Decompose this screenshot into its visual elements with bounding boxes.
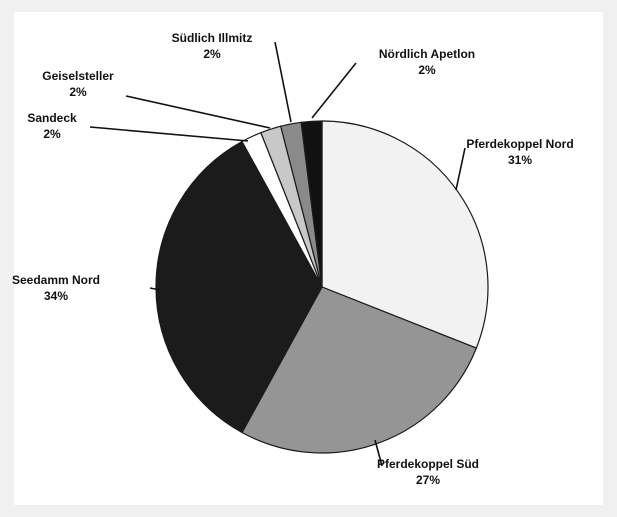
leader-line-suedlich-illmitz	[274, 41, 292, 123]
pie-slice-pferdekoppel-nord	[321, 120, 489, 349]
slice-value-sandeck: 2%	[43, 127, 61, 141]
leader-line-sandeck	[89, 126, 249, 142]
pie-slice-noerdlich-apetlon	[300, 120, 323, 288]
leader-line-noerdlich-apetlon	[311, 62, 357, 119]
slice-label-sandeck: Sandeck	[27, 111, 77, 125]
slice-value-pferdekoppel-nord: 31%	[508, 153, 532, 167]
slice-label-pferdekoppel-sued: Pferdekoppel Süd	[377, 457, 479, 471]
slice-label-seedamm-nord: Seedamm Nord	[12, 273, 100, 287]
slice-label-suedlich-illmitz: Südlich Illmitz	[172, 31, 253, 45]
slice-value-seedamm-nord: 34%	[44, 289, 68, 303]
pie-slices	[155, 120, 489, 454]
leader-line-pferdekoppel-nord	[455, 147, 466, 191]
slice-labels: Pferdekoppel Nord 31% Pferdekoppel Süd 27% S…	[12, 31, 574, 487]
leader-lines	[89, 41, 466, 467]
pie-slice-seedamm-nord	[155, 140, 323, 434]
leader-line-geiselsteller	[125, 95, 271, 129]
leader-line-pferdekoppel-sued	[374, 439, 383, 467]
slice-label-geiselsteller: Geiselsteller	[42, 69, 114, 83]
slice-label-noerdlich-apetlon: Nördlich Apetlon	[379, 47, 475, 61]
slice-value-pferdekoppel-sued: 27%	[416, 473, 440, 487]
slice-value-suedlich-illmitz: 2%	[203, 47, 221, 61]
leader-line-seedamm-nord	[149, 287, 161, 291]
slice-value-geiselsteller: 2%	[69, 85, 87, 99]
pie-slice-pferdekoppel-sued	[241, 286, 478, 454]
slice-value-noerdlich-apetlon: 2%	[418, 63, 436, 77]
slice-label-pferdekoppel-nord: Pferdekoppel Nord	[466, 137, 573, 151]
